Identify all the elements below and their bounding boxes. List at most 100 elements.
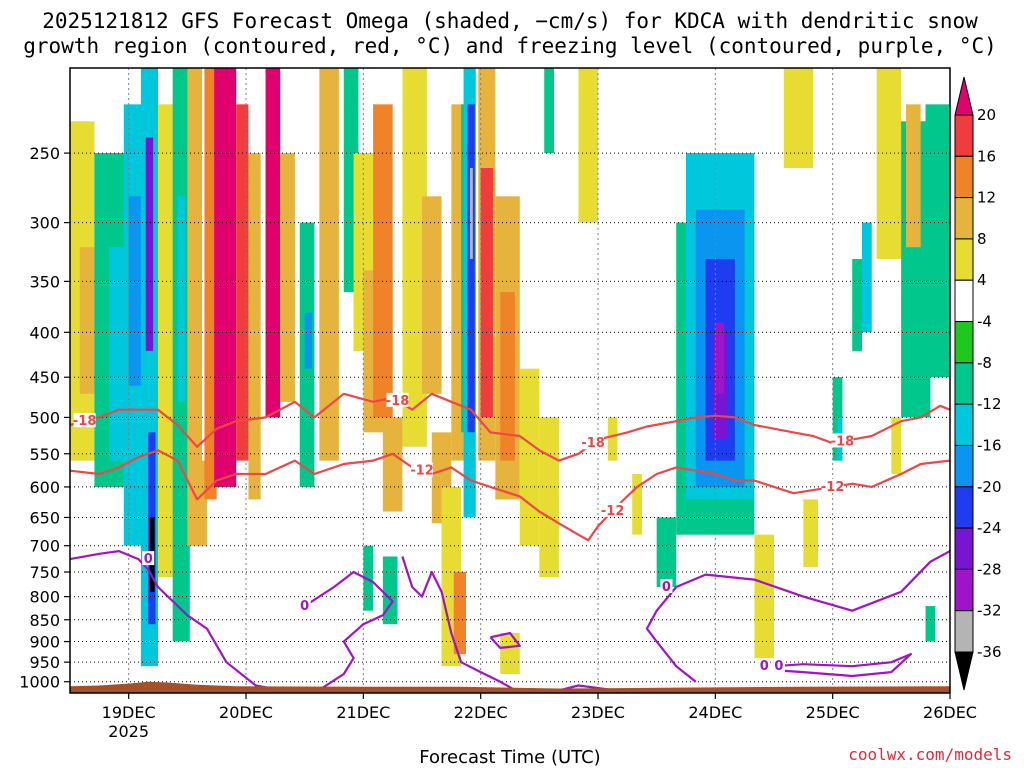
colorbar-tick-label: 8 (977, 230, 987, 248)
colorbar-top-arrow (954, 76, 974, 116)
colorbar-tick-label: 4 (977, 271, 987, 289)
omega-cell (715, 322, 725, 394)
contour-label-bg (831, 433, 854, 448)
contour-label: -12 (601, 504, 625, 519)
omega-cell (467, 432, 475, 512)
gridlines (70, 68, 950, 693)
x-tick-label: 20DEC (219, 703, 273, 722)
contour-label: -18 (73, 414, 97, 429)
y-tick-label: 1000 (19, 673, 60, 692)
contour-label-bg (660, 578, 673, 593)
contour-label-bg (73, 413, 96, 428)
colorbar-swatch (954, 444, 974, 488)
colorbar-swatch (954, 568, 974, 612)
y-tick-label: 550 (29, 445, 60, 464)
omega-cell (519, 368, 540, 546)
omega-cell (145, 137, 154, 351)
omega-cell (783, 68, 814, 169)
omega-cell (382, 417, 403, 512)
y-tick-label: 450 (29, 368, 60, 387)
colorbar-bottom-arrow (954, 651, 974, 691)
colorbar-swatch (954, 197, 974, 240)
colorbar-swatch (954, 279, 974, 323)
omega-cell (754, 534, 774, 659)
omega-cell (128, 196, 141, 386)
colorbar-tick-label: -20 (977, 478, 1002, 496)
y-axis: 250 300 350 400 450 500 550 600 650 700 750 800 850 9… (19, 144, 70, 692)
omega-cell (467, 104, 475, 433)
freezing-level-contour (773, 653, 912, 678)
x-tick-label: 24DEC (688, 703, 742, 722)
omega-cell (539, 417, 559, 578)
x-axis-label: Forecast Time (UTC) (419, 747, 600, 768)
omega-cell (500, 292, 515, 461)
colorbar-swatch (954, 362, 974, 405)
y-tick-label: 350 (29, 272, 60, 291)
omega-cell (451, 104, 464, 461)
omega-cell (803, 499, 818, 567)
colorbar-swatch (954, 238, 974, 281)
freezing-level-contour (489, 631, 521, 649)
omega-cell (304, 312, 312, 369)
x-tick-label: 21DEC (336, 703, 390, 722)
contour-label: 0 (662, 580, 671, 595)
omega-cell (469, 168, 473, 259)
omega-cell (319, 68, 339, 461)
x-tick-label: 19DEC (102, 703, 156, 722)
omega-cell (204, 68, 217, 500)
y-tick-label: 800 (29, 588, 60, 607)
omega-cell (632, 474, 642, 535)
contour-label-bg (142, 551, 155, 566)
omega-cell (280, 153, 295, 402)
contour-label-bg (386, 392, 409, 407)
y-tick-label: 600 (29, 478, 60, 497)
omega-cell (852, 258, 862, 351)
colorbar-swatch (954, 321, 974, 364)
chart-title-line-1: 2025121812 GFS Forecast Omega (shaded, −… (42, 9, 978, 33)
colorbar-swatch (954, 486, 974, 529)
isotherm-minus18 (70, 392, 950, 462)
freezing-level-contour (401, 556, 521, 693)
x-tick-sublabel: 2025 (108, 722, 149, 741)
contour-label-bg (298, 598, 311, 613)
colorbar-tick-label: -16 (977, 436, 1002, 454)
omega-cell (265, 68, 281, 418)
omega-cell (500, 632, 520, 675)
omega-shading (70, 68, 950, 675)
omega-cell (607, 417, 618, 461)
y-tick-label: 250 (29, 144, 60, 163)
omega-cell (925, 104, 950, 378)
freezing-level-contour (70, 550, 296, 693)
omega-cell (177, 196, 185, 402)
omega-cell (373, 104, 393, 418)
y-tick-label: 950 (29, 653, 60, 672)
colorbar-swatch (954, 610, 974, 653)
x-tick-label: 26DEC (923, 703, 977, 722)
omega-cell (363, 545, 374, 611)
contour-label: -18 (386, 394, 410, 409)
y-tick-label: 850 (29, 611, 60, 630)
omega-cell (544, 68, 554, 154)
contour-label-bg (601, 502, 624, 517)
omega-cell (382, 556, 398, 625)
omega-cell (236, 104, 249, 461)
colorbar-swatch (954, 527, 974, 570)
colorbar-swatch (954, 403, 974, 446)
colorbar-tick-label: -8 (977, 354, 992, 372)
colorbar: 20 16 12 8 4 -4 -8 -12 -16 -20 -24 -28 -32 -36 (954, 76, 1002, 691)
contour-label: 0 (300, 599, 309, 614)
freezing-level-contour (304, 570, 394, 693)
omega-cell (453, 572, 466, 655)
omega-cell (876, 68, 902, 259)
colorbar-tick-label: 16 (977, 147, 996, 165)
y-tick-label: 700 (29, 537, 60, 556)
colorbar-swatch (954, 155, 974, 199)
contour-label: 0 (760, 659, 769, 674)
colorbar-tick-label: 20 (977, 106, 996, 124)
x-tick-label: 22DEC (454, 703, 508, 722)
terrain-surface (70, 681, 950, 693)
omega-cell (862, 222, 872, 333)
y-tick-label: 650 (29, 508, 60, 527)
terrain-fill (70, 681, 950, 693)
